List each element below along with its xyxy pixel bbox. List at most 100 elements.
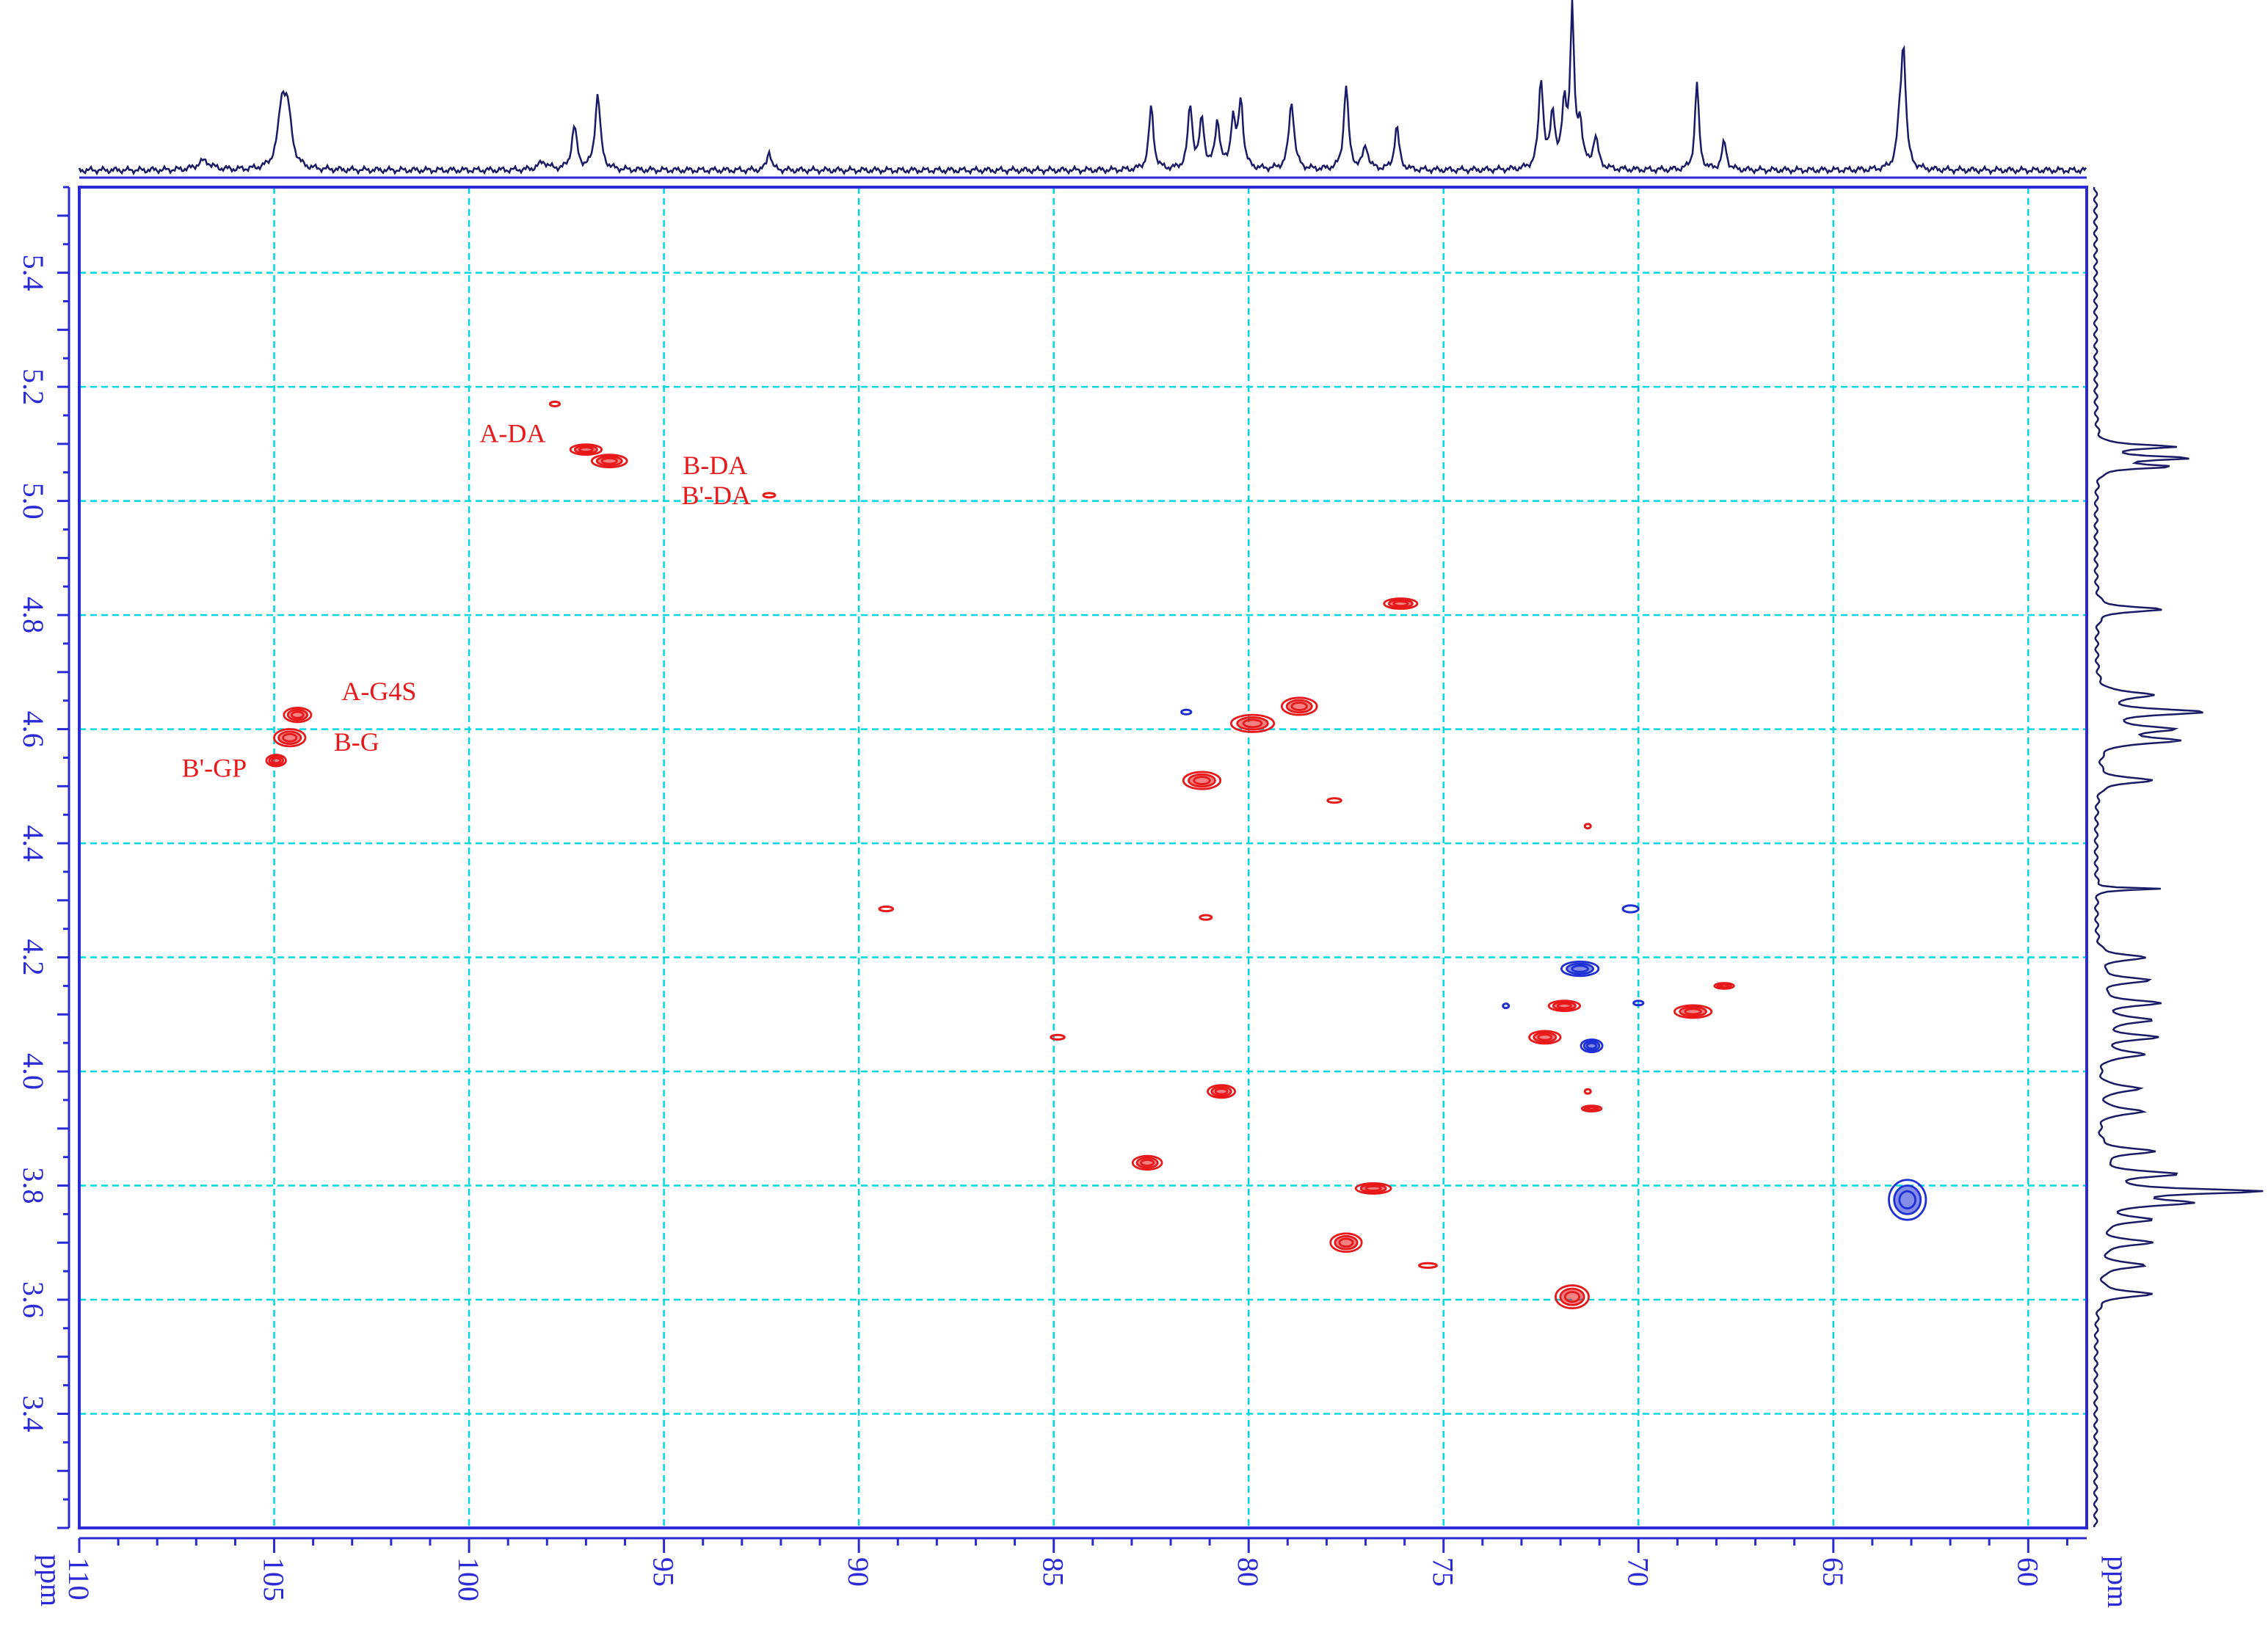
cross-peak-11 [1182, 771, 1222, 790]
cross-peak-17-core [1566, 964, 1593, 975]
y-tick-label-5: 4.4 [17, 825, 50, 862]
y-tick-label-1: 5.2 [17, 368, 50, 405]
y-tick-label-2: 5.0 [17, 483, 50, 520]
cross-peak-26-core [1211, 1087, 1232, 1096]
y-tick-label-9: 3.6 [17, 1281, 50, 1318]
x-axis: 110 105 100 95 90 85 80 75 70 65 60 [62, 1537, 2087, 1601]
cross-peak-2-contour-0 [265, 754, 287, 768]
cross-peak-7-core [1389, 600, 1413, 608]
cross-peak-20-core [1679, 1007, 1707, 1016]
cross-peak-31 [1888, 1179, 1927, 1221]
proton-projection [2093, 186, 2264, 1528]
cross-peak-0-contour-0 [283, 707, 313, 724]
peak-label-5: B-DA [683, 451, 747, 480]
cross-peak-14 [878, 905, 895, 913]
cross-peak-29-contour-0 [1131, 1154, 1163, 1171]
x-tick-label-6: 80 [1232, 1557, 1265, 1587]
cross-peak-19-contour-0 [1547, 1000, 1582, 1013]
cross-peak-25-contour-0 [1050, 1033, 1066, 1041]
cross-peak-34-core [1560, 1288, 1585, 1306]
cross-peak-21-contour-0 [1502, 1002, 1511, 1010]
cross-peak-17-contour-0 [1560, 960, 1600, 978]
cross-peak-32-core [1334, 1236, 1358, 1250]
x-tick-label-3: 95 [647, 1557, 680, 1587]
cross-peak-14-contour-0 [878, 905, 895, 913]
cross-peak-18-core [1717, 983, 1731, 989]
cross-peak-26-contour-0 [1207, 1084, 1237, 1099]
proton-projection-trace [2093, 186, 2264, 1528]
cross-peak-2-core [269, 756, 283, 765]
cross-peak-9 [1229, 713, 1276, 733]
cross-peak-9-core [1237, 717, 1268, 730]
x-tick-label-10: 60 [2011, 1557, 2044, 1587]
cross-peak-4-core [575, 445, 597, 454]
cross-peak-8-contour-0 [1280, 696, 1318, 716]
plot-frame [78, 186, 2088, 1529]
cross-peak-28 [1580, 1104, 1603, 1113]
cross-peak-30-contour-0 [1354, 1182, 1392, 1195]
y-tick-label-6: 4.2 [17, 939, 50, 976]
cross-peak-33 [1418, 1262, 1438, 1269]
cross-peak-24 [1580, 1038, 1604, 1054]
cross-peak-22-contour-0 [1632, 1000, 1645, 1007]
y-tick-label-0: 5.4 [17, 255, 50, 291]
cross-peak-11-contour-0 [1182, 771, 1222, 790]
peak-label-1: B-G [334, 727, 379, 757]
cross-peak-29 [1131, 1154, 1163, 1171]
cross-peak-34-contour-0 [1555, 1284, 1590, 1310]
y-tick-label-3: 4.8 [17, 597, 50, 633]
cross-peak-33-contour-0 [1418, 1262, 1438, 1269]
cross-peak-27 [1583, 1088, 1592, 1095]
y-tick-label-7: 4.0 [17, 1053, 50, 1090]
cross-peak-1-contour-0 [273, 728, 307, 748]
cross-peak-15 [1199, 914, 1213, 921]
cross-peak-22 [1632, 1000, 1645, 1007]
cross-peak-6-contour-0 [762, 492, 777, 499]
cross-peak-23-contour-0 [1528, 1030, 1562, 1045]
cross-peak-34 [1555, 1284, 1590, 1310]
cross-peak-6 [762, 492, 777, 499]
x-tick-label-5: 85 [1037, 1557, 1070, 1587]
cross-peak-9-contour-0 [1229, 713, 1276, 733]
cross-peak-4 [569, 443, 603, 456]
cross-peak-21 [1502, 1002, 1511, 1010]
cross-peak-3 [548, 400, 561, 408]
cross-peak-12-contour-0 [1326, 797, 1342, 804]
cross-peak-30 [1354, 1182, 1392, 1195]
peak-label-0: A-G4S [341, 677, 416, 706]
cross-peak-10 [1180, 708, 1193, 716]
y-axis-unit: ppm [34, 1554, 68, 1606]
cross-peak-5 [590, 454, 628, 469]
x-tick-label-7: 75 [1427, 1557, 1460, 1587]
cross-peak-18 [1713, 982, 1735, 990]
cross-peak-1 [273, 728, 307, 748]
cross-peaks [265, 400, 1927, 1310]
peak-label-2: B'-GP [182, 753, 247, 782]
cross-peak-23-core [1533, 1033, 1557, 1042]
cross-peak-17 [1560, 960, 1600, 978]
y-tick-label-10: 3.4 [17, 1396, 50, 1433]
cross-peak-13 [1583, 823, 1592, 830]
cross-peak-19 [1547, 1000, 1582, 1013]
cross-peak-20 [1673, 1004, 1713, 1019]
carbon-projection-trace [78, 0, 2087, 176]
x-tick-label-8: 70 [1621, 1557, 1654, 1587]
cross-peak-23 [1528, 1030, 1562, 1045]
cross-peak-3-contour-0 [548, 400, 561, 408]
x-tick-label-9: 65 [1817, 1557, 1850, 1587]
cross-peak-8-core [1287, 700, 1312, 713]
cross-peak-15-contour-0 [1199, 914, 1213, 921]
cross-peak-16 [1621, 904, 1640, 914]
cross-peak-19-core [1553, 1002, 1576, 1010]
cross-peak-5-contour-0 [590, 454, 628, 469]
cross-peak-31-contour-0 [1888, 1179, 1927, 1221]
cross-peak-28-core [1584, 1106, 1599, 1111]
y-tick-label-4: 4.6 [17, 711, 50, 748]
peak-label-4: A-DA [479, 419, 545, 448]
cross-peak-31-core [1894, 1185, 1921, 1215]
cross-peak-27-contour-0 [1583, 1088, 1592, 1095]
cross-peak-7 [1383, 597, 1419, 610]
x-tick-label-2: 100 [452, 1557, 485, 1601]
carbon-13-projection [78, 0, 2087, 179]
